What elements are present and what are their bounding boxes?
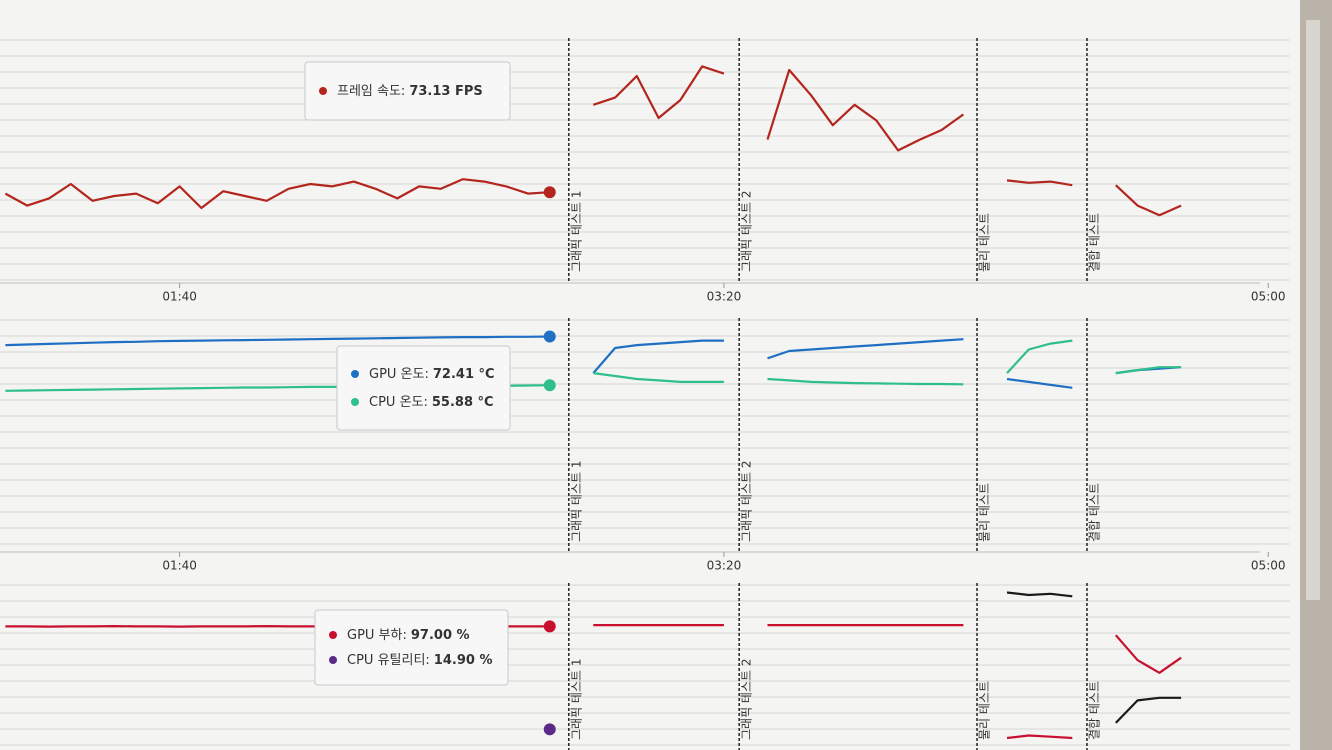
series-readout: 72.41 °C [433, 367, 495, 382]
x-tick-label: 05:00 [1251, 290, 1286, 304]
test-label: 그래픽 테스트 1 [569, 658, 583, 740]
legend-marker [351, 370, 359, 378]
test-label: 결합 테스트 [1087, 681, 1101, 740]
x-tick-label: 03:20 [707, 290, 742, 304]
tooltip: GPU 부하: 97.00 % CPU 유틸리티: 14.90 % [314, 609, 509, 686]
x-tick-label: 01:40 [162, 290, 197, 304]
hover-marker [543, 186, 556, 199]
tooltip-box [314, 609, 509, 686]
test-label: 물리 테스트 [978, 681, 992, 740]
series-readout: 14.90 % [434, 653, 493, 668]
series-line [5, 335, 1182, 389]
legend-entry: GPU 온도: 72.41 °C [369, 367, 495, 382]
test-label: 그래픽 테스트 2 [740, 190, 754, 272]
legend-entry: CPU 온도: 55.88 °C [369, 395, 494, 410]
tooltip-box [304, 61, 511, 121]
series-name: GPU 부하: [347, 628, 407, 643]
tooltip: GPU 온도: 72.41 °C CPU 온도: 55.88 °C [336, 345, 511, 431]
test-label: 물리 테스트 [978, 483, 992, 542]
test-label: 물리 테스트 [978, 213, 992, 272]
series-readout: 55.88 °C [432, 395, 494, 410]
scrollbar[interactable] [1306, 20, 1320, 600]
x-tick-label: 01:40 [162, 559, 197, 573]
legend-marker [351, 398, 359, 406]
hover-marker [543, 620, 556, 633]
tooltip-box [336, 345, 511, 431]
series-readout: 73.13 FPS [409, 84, 482, 99]
x-tick-label: 05:00 [1251, 559, 1286, 573]
test-label: 그래픽 테스트 1 [569, 190, 583, 272]
hover-marker [543, 379, 556, 392]
x-tick-label: 03:20 [707, 559, 742, 573]
series-line [4, 65, 1182, 217]
series-name: CPU 온도: [369, 395, 428, 410]
test-label: 결합 테스트 [1087, 213, 1101, 272]
test-label: 결합 테스트 [1087, 483, 1101, 542]
series-readout: 97.00 % [411, 628, 470, 643]
test-label: 그래픽 테스트 2 [740, 460, 754, 542]
series-name: GPU 온도: [369, 367, 429, 382]
series-name: CPU 유틸리티: [347, 653, 430, 668]
test-label: 그래픽 테스트 1 [569, 460, 583, 542]
series-name: 프레임 속도: [337, 84, 405, 99]
legend-marker [329, 656, 337, 664]
hover-marker [543, 723, 556, 736]
series-line [5, 624, 1182, 740]
test-label: 그래픽 테스트 2 [740, 658, 754, 740]
legend-entry: GPU 부하: 97.00 % [347, 628, 470, 643]
legend-entry: 프레임 속도: 73.13 FPS [337, 84, 483, 99]
hover-marker [543, 330, 556, 343]
legend-entry: CPU 유틸리티: 14.90 % [347, 653, 492, 668]
series-line [1006, 591, 1182, 724]
legend-marker [319, 87, 327, 95]
legend-marker [329, 631, 337, 639]
tooltip: 프레임 속도: 73.13 FPS [304, 61, 511, 121]
series-line [5, 339, 1182, 392]
